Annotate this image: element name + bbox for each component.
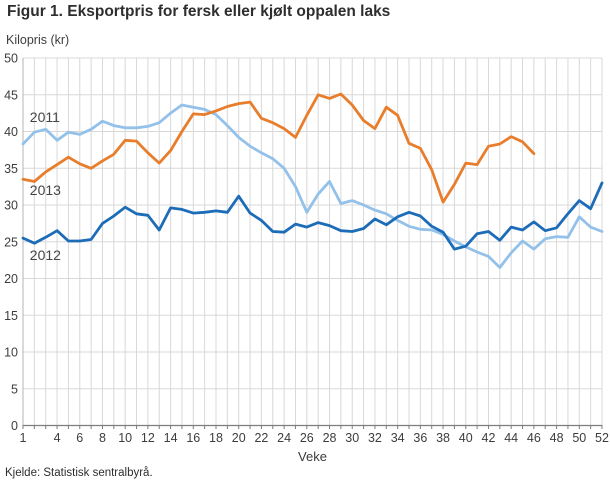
svg-text:0: 0 <box>11 419 18 433</box>
svg-text:40: 40 <box>459 431 473 445</box>
svg-text:14: 14 <box>164 431 178 445</box>
svg-text:42: 42 <box>482 431 496 445</box>
svg-text:18: 18 <box>209 431 223 445</box>
svg-text:20: 20 <box>232 431 246 445</box>
source-note: Kjelde: Statistisk sentralbyrå. <box>5 467 153 479</box>
svg-text:46: 46 <box>527 431 541 445</box>
svg-text:30: 30 <box>345 431 359 445</box>
series-line-2011 <box>21 103 604 269</box>
x-axis-tick-marks <box>22 425 603 429</box>
svg-text:32: 32 <box>368 431 382 445</box>
y-axis-tick-labels: 0 5 10 15 20 25 30 35 40 45 50 <box>4 52 18 434</box>
svg-text:5: 5 <box>11 382 18 396</box>
svg-text:40: 40 <box>4 125 18 139</box>
y-axis-title: Kilopris (kr) <box>6 33 70 47</box>
series-label-2013: 2013 <box>30 182 61 198</box>
svg-text:16: 16 <box>186 431 200 445</box>
svg-text:1: 1 <box>20 431 27 445</box>
series-label-2012: 2012 <box>30 247 61 263</box>
svg-text:12: 12 <box>141 431 155 445</box>
svg-text:26: 26 <box>300 431 314 445</box>
svg-text:28: 28 <box>323 431 337 445</box>
axes <box>22 58 603 427</box>
svg-text:24: 24 <box>277 431 291 445</box>
svg-text:25: 25 <box>4 235 18 249</box>
svg-text:6: 6 <box>76 431 83 445</box>
svg-text:52: 52 <box>595 431 609 445</box>
svg-text:15: 15 <box>4 309 18 323</box>
svg-text:20: 20 <box>4 272 18 286</box>
series-line-2013 <box>21 92 536 204</box>
svg-text:50: 50 <box>4 52 18 66</box>
x-axis-tick-labels: 1 4 6 8 10 12 14 16 18 20 22 24 26 28 30 32 34 36 38 40 42 44… <box>20 431 609 445</box>
gridlines <box>23 57 603 426</box>
series-line-2012 <box>21 181 604 251</box>
figure-title: Figur 1. Eksportpris for fersk eller kjø… <box>7 3 391 20</box>
svg-text:8: 8 <box>99 431 106 445</box>
svg-text:35: 35 <box>4 162 18 176</box>
series-label-2011: 2011 <box>30 109 60 125</box>
svg-text:30: 30 <box>4 199 18 213</box>
x-axis-title: Veke <box>298 449 327 464</box>
svg-text:10: 10 <box>118 431 132 445</box>
svg-text:36: 36 <box>413 431 427 445</box>
svg-text:4: 4 <box>54 431 61 445</box>
svg-text:50: 50 <box>572 431 586 445</box>
svg-text:45: 45 <box>4 88 18 102</box>
svg-text:44: 44 <box>504 431 518 445</box>
svg-text:48: 48 <box>550 431 564 445</box>
svg-text:22: 22 <box>254 431 268 445</box>
svg-text:38: 38 <box>436 431 450 445</box>
svg-text:34: 34 <box>391 431 405 445</box>
svg-text:10: 10 <box>4 346 18 360</box>
